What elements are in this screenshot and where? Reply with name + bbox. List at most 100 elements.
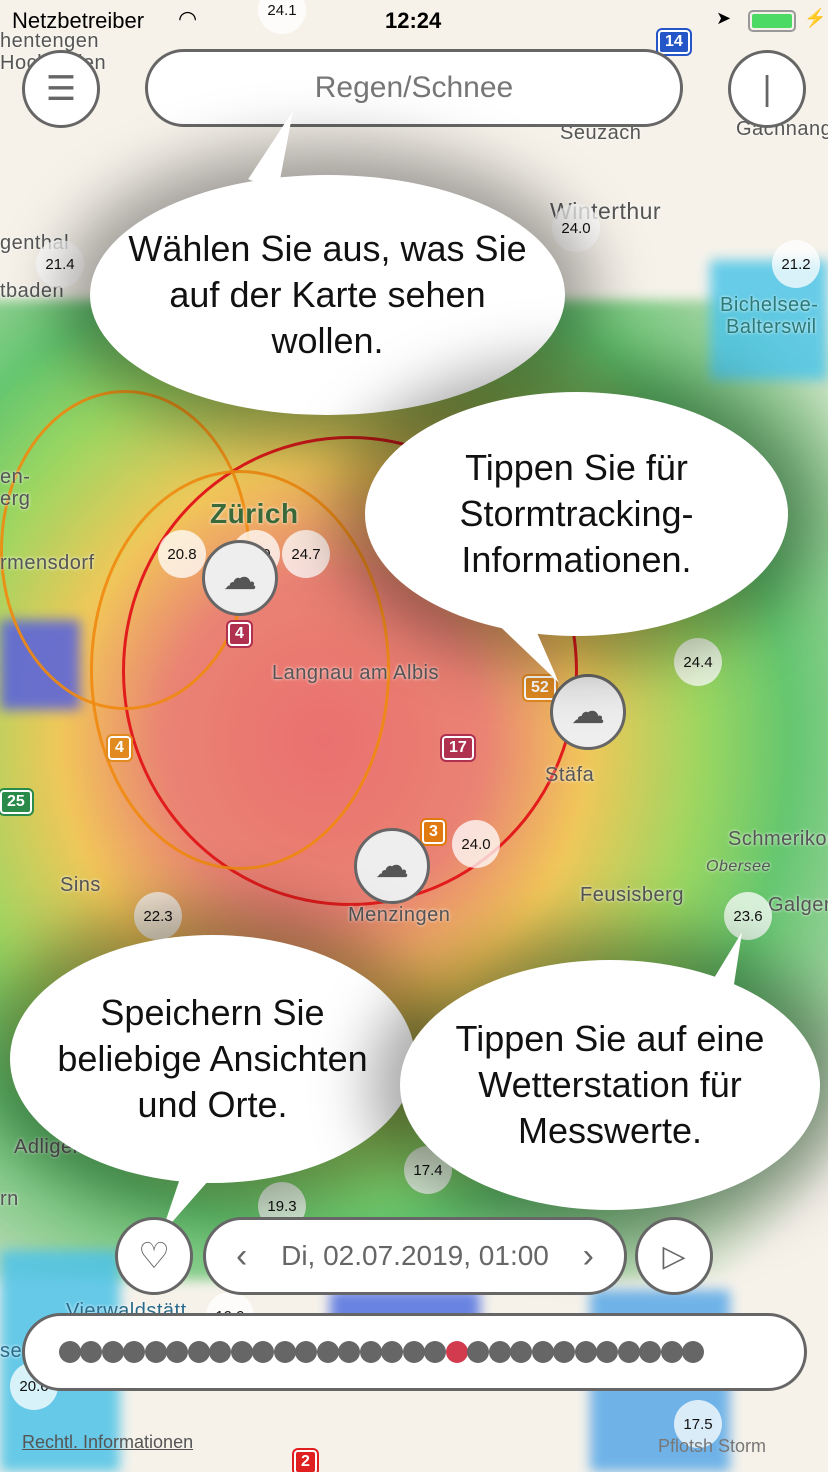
map-attribution: Pflotsh Storm <box>658 1436 767 1456</box>
layer-select-label: Regen/Schnee <box>314 71 514 104</box>
timeline-frame[interactable] <box>101 1341 124 1363</box>
legal-info-link[interactable]: Rechtl. Informationen <box>22 1432 194 1452</box>
time-navigator: ‹ Di, 02.07.2019, 01:00 › <box>203 1217 627 1295</box>
weather-station[interactable]: 21.2 <box>772 240 820 288</box>
tip-station-bubble: Tippen Sie auf eine Wetterstation für Me… <box>400 960 820 1210</box>
place-label: rmensdorf <box>0 552 95 574</box>
weather-station[interactable]: 22.3 <box>134 892 182 940</box>
road-sign: 17 <box>440 734 476 762</box>
place-label: Feusisberg <box>580 884 684 906</box>
place-label: Obersee <box>706 858 771 875</box>
place-label: se <box>0 1340 23 1362</box>
place-label: Balterswil <box>726 316 817 338</box>
place-label: hentengen <box>0 30 100 52</box>
timeline-frame[interactable] <box>58 1341 81 1363</box>
place-label: Schmerikon <box>728 828 828 850</box>
date-time-label: Di, 02.07.2019, 01:00 <box>281 1240 549 1271</box>
timeline-frame[interactable] <box>424 1341 446 1363</box>
weather-station[interactable]: 24.0 <box>552 204 600 252</box>
place-label: rn <box>0 1188 19 1210</box>
tip-layer-bubble: Wählen Sie aus, was Sie auf der Karte se… <box>90 175 565 415</box>
info-button[interactable]: | <box>728 50 806 128</box>
timeline-frame[interactable] <box>80 1341 102 1363</box>
timeline-frame[interactable] <box>230 1341 253 1363</box>
timeline-frame[interactable] <box>187 1341 210 1363</box>
weather-station[interactable]: 20.8 <box>158 530 206 578</box>
info-icon: | <box>762 69 772 108</box>
road-sign: 3 <box>420 818 447 846</box>
timeline-frame[interactable] <box>488 1341 511 1363</box>
road-sign: 14 <box>656 28 692 56</box>
hamburger-icon: ☰ <box>45 70 77 108</box>
storm-cell-icon[interactable]: ☁ <box>202 540 278 616</box>
road-sign: 52 <box>522 674 558 702</box>
timeline-frame[interactable] <box>467 1341 489 1363</box>
timeline-slider[interactable] <box>22 1313 807 1391</box>
place-label: Sins <box>60 874 101 896</box>
play-icon: ▷ <box>662 1239 686 1273</box>
carrier-label: Netzbetreiber <box>12 8 145 33</box>
road-sign: 4 <box>106 734 133 762</box>
timeline-frame[interactable] <box>166 1341 188 1363</box>
timeline-frame[interactable] <box>273 1341 296 1363</box>
weather-station[interactable]: 24.7 <box>282 530 330 578</box>
charging-icon: ⚡ <box>804 8 827 28</box>
timeline-frame[interactable] <box>402 1341 425 1363</box>
timeline-frame[interactable] <box>574 1341 597 1363</box>
timeline-frame[interactable] <box>144 1341 167 1363</box>
timeline-frame[interactable] <box>381 1341 403 1363</box>
weather-station[interactable]: 23.6 <box>724 892 772 940</box>
tip-layer-text: Wählen Sie aus, was Sie auf der Karte se… <box>128 228 527 361</box>
place-label: Bichelsee- <box>720 294 819 316</box>
timeline-frame[interactable] <box>553 1341 575 1363</box>
play-button[interactable]: ▷ <box>635 1217 713 1295</box>
timeline-frame[interactable] <box>617 1341 640 1363</box>
timeline-frame[interactable] <box>596 1341 618 1363</box>
timeline-frame[interactable] <box>316 1341 339 1363</box>
place-label: Galgen <box>768 894 828 916</box>
storm-cell-icon[interactable]: ☁ <box>354 828 430 904</box>
timeline-frame[interactable] <box>639 1341 661 1363</box>
weather-station[interactable]: 17.5 <box>674 1400 722 1448</box>
weather-station[interactable]: 24.4 <box>674 638 722 686</box>
tip-station-text: Tippen Sie auf eine Wetterstation für Me… <box>455 1018 765 1151</box>
timeline-frame[interactable] <box>359 1341 382 1363</box>
timeline-frames <box>58 1341 704 1363</box>
timeline-frame-current[interactable] <box>445 1341 468 1363</box>
heart-icon: ♡ <box>137 1235 171 1276</box>
timeline-frame[interactable] <box>252 1341 274 1363</box>
place-label: Menzingen <box>348 904 451 926</box>
road-sign: 25 <box>0 788 34 816</box>
weather-station[interactable]: 24.0 <box>452 820 500 868</box>
timeline-frame[interactable] <box>510 1341 532 1363</box>
timeline-frame[interactable] <box>295 1341 317 1363</box>
layer-select-button[interactable]: Regen/Schnee <box>145 49 683 127</box>
road-sign: 4 <box>226 620 253 648</box>
place-label: Seuzach <box>560 122 642 144</box>
place-label: Stäfa <box>545 764 595 786</box>
weather-station[interactable]: 21.4 <box>36 240 84 288</box>
tip-favorites-text: Speichern Sie beliebige Ansichten und Or… <box>57 992 368 1125</box>
clock: 12:24 <box>385 8 442 33</box>
road-sign: 2 <box>292 1448 319 1472</box>
timeline-frame[interactable] <box>209 1341 231 1363</box>
location-icon: ➤ <box>716 8 732 28</box>
wifi-icon: ◠ <box>178 6 198 31</box>
tip-storm-text: Tippen Sie für Stormtracking-Information… <box>459 447 694 580</box>
status-bar: Netzbetreiber ◠ 12:24 ➤ ⚡ <box>0 0 828 44</box>
menu-button[interactable]: ☰ <box>22 50 100 128</box>
place-label: tbaden <box>0 280 65 302</box>
previous-time-button[interactable]: ‹ <box>236 1236 248 1275</box>
battery-icon <box>748 10 796 32</box>
place-label: Zürich <box>210 498 299 529</box>
timeline-frame[interactable] <box>531 1341 554 1363</box>
timeline-frame[interactable] <box>682 1341 704 1363</box>
tip-storm-bubble: Tippen Sie für Stormtracking-Information… <box>365 392 788 636</box>
timeline-frame[interactable] <box>660 1341 683 1363</box>
place-label: en- <box>0 466 31 488</box>
storm-cell-icon[interactable]: ☁ <box>550 674 626 750</box>
favorite-button[interactable]: ♡ <box>115 1217 193 1295</box>
timeline-frame[interactable] <box>338 1341 360 1363</box>
timeline-frame[interactable] <box>123 1341 145 1363</box>
next-time-button[interactable]: › <box>582 1236 594 1275</box>
